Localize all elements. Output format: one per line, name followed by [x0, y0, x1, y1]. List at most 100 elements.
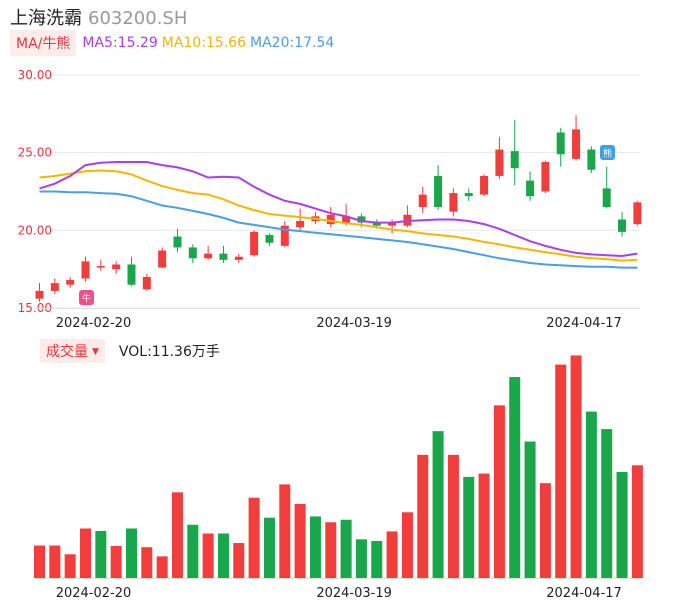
candle [265, 234, 274, 243]
candle [96, 266, 105, 268]
candle [587, 149, 596, 170]
ma5-line [39, 161, 638, 258]
ma10-line [39, 169, 638, 262]
bear-marker-icon [600, 145, 615, 160]
candle [449, 193, 458, 212]
stock-name: 上海洗霸 [10, 8, 82, 29]
bear-marker-glyph: 熊 [603, 148, 612, 160]
volume-bar [539, 483, 551, 578]
volume-bar [248, 497, 260, 578]
candle [219, 253, 228, 260]
volume-bar [217, 533, 229, 578]
volume-bar [79, 528, 91, 578]
x-tick-label: 2024-03-19 [316, 316, 392, 331]
volume-bar [631, 465, 643, 578]
volume-bar [34, 545, 45, 578]
candle [541, 161, 550, 192]
candle [357, 216, 366, 223]
candle [112, 264, 121, 270]
candle [526, 180, 535, 197]
volume-bar [386, 531, 398, 578]
candle [495, 149, 504, 176]
volume-bar [371, 540, 383, 578]
x-tick-label: 2024-04-17 [546, 316, 622, 331]
candle [127, 264, 136, 285]
volume-bar [509, 377, 521, 578]
volume-bar [616, 471, 628, 578]
ma20-label: MA20:17.54 [250, 35, 335, 51]
y-tick-label: 20.00 [18, 223, 52, 237]
volume-bar [279, 484, 291, 578]
volume-bar [156, 556, 168, 578]
volume-bar [95, 530, 107, 578]
candle [250, 231, 259, 256]
volume-bar [187, 524, 199, 578]
ma-indicator-tag[interactable]: MA/牛熊 [10, 30, 77, 56]
volume-bar [202, 533, 214, 578]
candle [480, 175, 489, 195]
volume-x-tick-label: 2024-02-20 [56, 586, 132, 601]
candle [204, 253, 213, 259]
volume-legend: 成交量 ▼ VOL:11.36万手 [40, 339, 220, 363]
candle [464, 193, 473, 197]
candle [66, 280, 75, 285]
ma10-label: MA10:15.66 [161, 35, 247, 51]
candle [326, 214, 335, 225]
candle [510, 151, 519, 169]
volume-bar [601, 429, 613, 578]
candle [234, 256, 243, 260]
volume-x-tick-label: 2024-03-19 [316, 586, 392, 601]
candle [572, 129, 581, 159]
volume-bar [355, 539, 367, 578]
bull-marker-icon [79, 290, 94, 305]
candle [188, 247, 197, 259]
candle [618, 219, 627, 232]
bull-marker-glyph: 牛 [82, 293, 91, 305]
volume-bar [463, 476, 475, 578]
volume-bar [233, 543, 245, 578]
candle [556, 132, 565, 155]
volume-bar [125, 528, 137, 578]
ma-legend: MA/牛熊 MA5:15.29 MA10:15.66 MA20:17.54 [10, 30, 338, 56]
volume-bar [478, 473, 490, 578]
candle [602, 188, 611, 208]
volume-bar [570, 355, 582, 578]
volume-value-label: VOL:11.36万手 [118, 344, 220, 360]
volume-bar [294, 503, 306, 578]
candle [388, 222, 397, 226]
volume-bar [263, 517, 275, 578]
volume-bar [309, 516, 321, 578]
volume-bar [171, 492, 183, 578]
volume-bar [417, 454, 429, 578]
volume-bar [555, 364, 567, 578]
candle [35, 290, 44, 299]
candle [280, 225, 289, 246]
candle [434, 175, 443, 208]
ma5-label: MA5:15.29 [82, 35, 158, 51]
candle [158, 250, 167, 268]
volume-bar [585, 411, 597, 578]
candle [633, 202, 642, 225]
candle [342, 216, 351, 223]
volume-bar [325, 522, 337, 578]
volume-bar [524, 441, 536, 578]
volume-bar [64, 554, 76, 578]
volume-bar [447, 454, 459, 578]
x-tick-label: 2024-02-20 [56, 316, 132, 331]
volume-indicator-tag[interactable]: 成交量 ▼ [40, 339, 105, 363]
volume-x-tick-label: 2024-04-17 [546, 586, 622, 601]
candle [173, 236, 182, 248]
volume-tag-label: 成交量 [46, 344, 88, 360]
y-tick-label: 25.00 [18, 146, 52, 160]
stock-title: 上海洗霸 603200.SH [10, 4, 187, 30]
volume-bar [340, 519, 352, 578]
volume-bar [49, 545, 61, 578]
candle [50, 283, 59, 291]
candle [81, 261, 90, 279]
volume-bar [493, 405, 505, 578]
ma20-line [39, 190, 638, 269]
volume-bar [110, 545, 122, 578]
volume-bar [141, 547, 153, 578]
candle [372, 222, 381, 226]
